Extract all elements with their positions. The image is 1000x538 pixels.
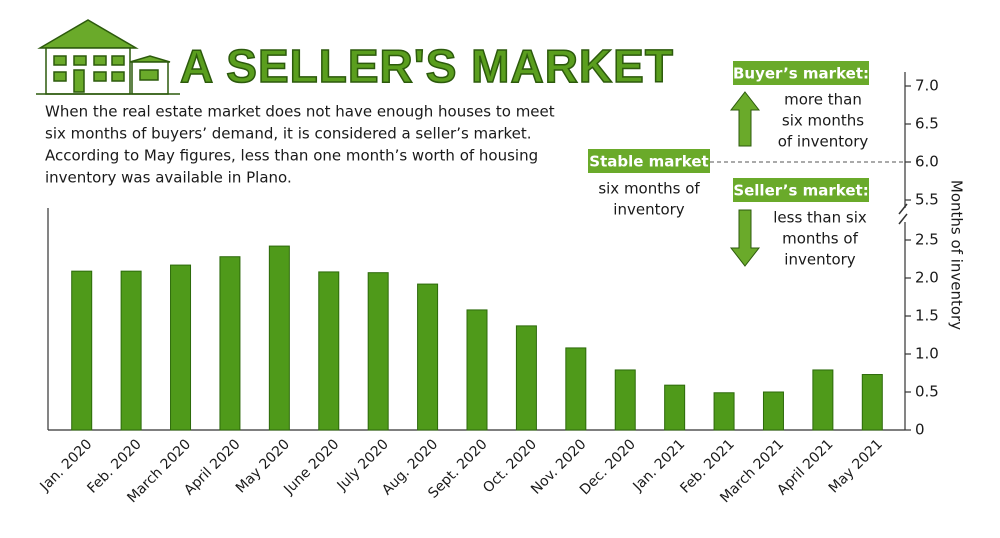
bar [219, 256, 241, 431]
y-tick-label: 0 [915, 421, 925, 439]
label-box [733, 61, 869, 85]
annotation-label: Seller’s market: [733, 182, 868, 200]
annotation: six months [782, 112, 864, 130]
bar [120, 270, 142, 431]
annotation: inventory [613, 201, 685, 219]
annotation-label: Buyer’s market: [733, 65, 869, 83]
annotation-label: Stable market [589, 153, 708, 171]
bar [515, 325, 537, 431]
bar [861, 374, 883, 431]
bar [71, 270, 93, 431]
bar [170, 264, 192, 431]
label-box [733, 178, 869, 202]
y-tick-label: 6.0 [915, 153, 939, 171]
description: six months of buyers’ demand, it is cons… [45, 125, 532, 143]
y-tick-label: 6.5 [915, 115, 939, 133]
annotation: more than [784, 91, 862, 109]
y-tick-label: 1.5 [915, 307, 939, 325]
bar [318, 271, 340, 431]
bar [565, 347, 587, 431]
annotation: less than six [773, 209, 867, 227]
annotation: inventory [784, 251, 856, 269]
annotation: months of [782, 230, 858, 248]
bar [466, 309, 488, 431]
house-icon [36, 19, 180, 95]
y-axis-label: Months of inventory [948, 180, 966, 330]
x-tick-label: May 2021 [826, 436, 886, 496]
bar [812, 369, 834, 431]
y-tick-label: 7.0 [915, 77, 939, 95]
axis-break [898, 203, 912, 225]
y-tick-label: 2.0 [915, 269, 939, 287]
y-tick-label: 1.0 [915, 345, 939, 363]
label-box [588, 149, 710, 173]
annotation: of inventory [778, 133, 869, 151]
up-arrow [729, 91, 761, 147]
chart-title: A SELLER'S MARKET [180, 40, 674, 92]
y-tick-label: 2.5 [915, 231, 939, 249]
bar [367, 272, 389, 431]
annotation: six months of [598, 180, 700, 198]
bar [614, 369, 636, 431]
bar [762, 391, 784, 431]
bar [664, 384, 686, 431]
description: When the real estate market does not hav… [45, 103, 555, 121]
y-tick-label: 0.5 [915, 383, 939, 401]
down-arrow [729, 209, 761, 267]
bar [713, 392, 735, 431]
description: According to May figures, less than one … [45, 147, 538, 165]
bar [417, 283, 439, 431]
y-tick-label: 5.5 [915, 191, 939, 209]
description: inventory was available in Plano. [45, 169, 292, 187]
bar [268, 245, 290, 431]
